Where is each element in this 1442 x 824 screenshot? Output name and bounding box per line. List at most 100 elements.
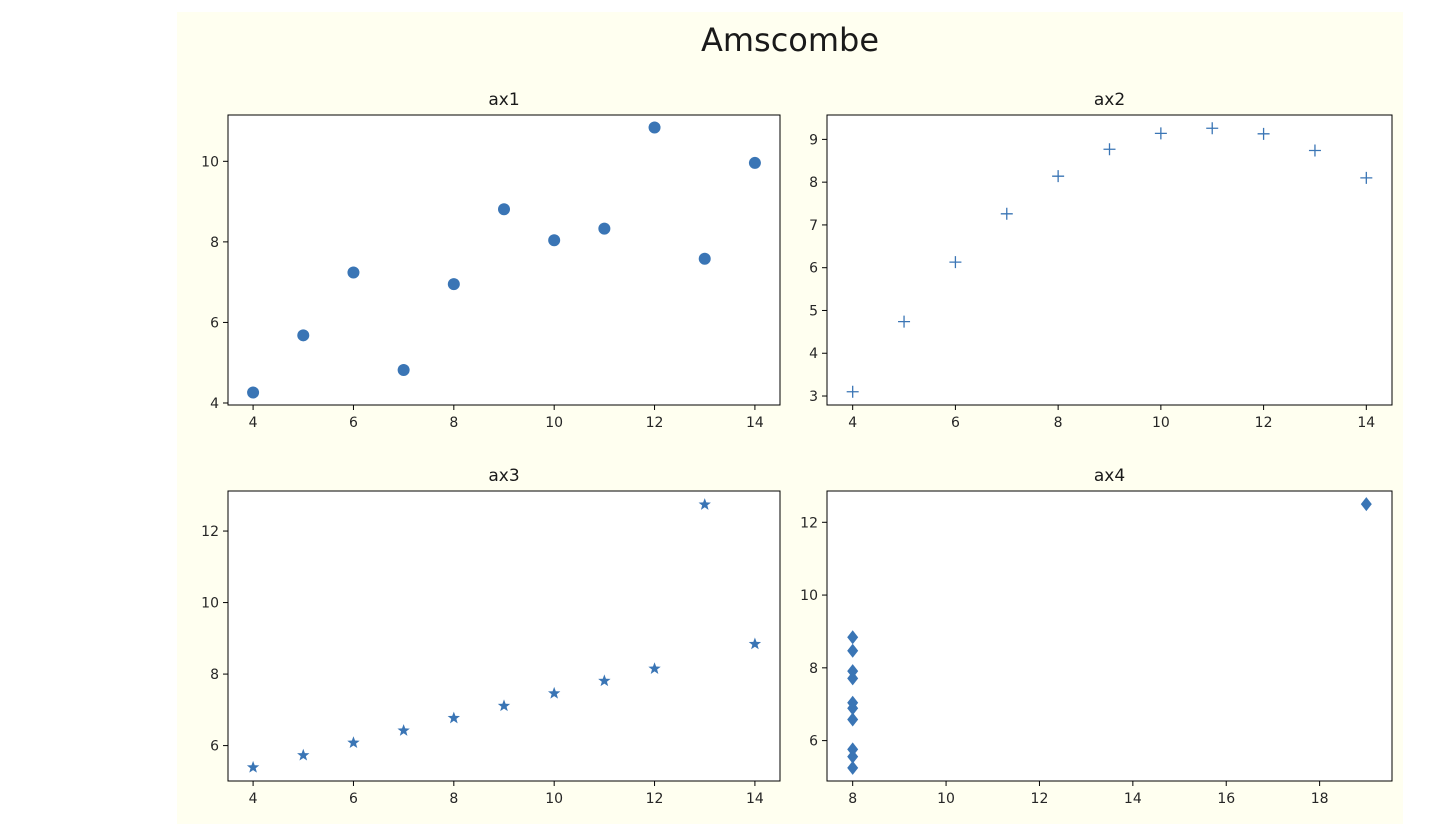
x-tick-label: 4 [249, 415, 258, 431]
data-point [949, 256, 962, 269]
data-point [847, 749, 859, 764]
x-tick-label: 14 [746, 791, 764, 807]
data-point [598, 674, 611, 687]
x-tick-label: 14 [746, 415, 764, 431]
plot-area [228, 491, 780, 781]
axes-frame [826, 490, 1393, 782]
data-point [1206, 122, 1219, 135]
data-point [847, 643, 859, 658]
data-point [1360, 497, 1372, 512]
data-point [497, 699, 511, 712]
y-tick-label: 8 [210, 667, 219, 683]
x-tick-label: 14 [1357, 415, 1375, 431]
data-point [748, 156, 761, 169]
data-point [247, 386, 260, 399]
x-tick-label: 12 [646, 415, 664, 431]
x-tick-label: 10 [1152, 415, 1170, 431]
data-point [297, 748, 310, 761]
data-point [847, 742, 859, 757]
y-tick-label: 4 [210, 396, 219, 412]
axes-title: ax3 [488, 466, 519, 486]
y-tick-label: 10 [800, 588, 818, 604]
axes-title: ax2 [1094, 90, 1125, 110]
data-point [1052, 170, 1065, 183]
data-point [447, 278, 460, 291]
data-point [648, 121, 661, 134]
axes-ax2: ax2 4 6 8 10 12 14 3 4 5 6 7 8 9 [809, 90, 1393, 431]
data-point [548, 686, 561, 699]
x-tick-label: 6 [349, 415, 358, 431]
data-point [447, 711, 460, 724]
plot-area [228, 115, 780, 405]
axes-title: ax4 [1094, 466, 1125, 486]
data-point [847, 671, 859, 686]
data-point [397, 724, 410, 736]
anscombe-figure: Amscombe ax1 4 6 8 10 12 14 4 6 8 10 ax2 4 6 8 10 12 14 3 4… [201, 21, 1393, 807]
x-tick-label: 18 [1311, 791, 1329, 807]
data-point [1000, 207, 1013, 220]
x-tick-label: 16 [1217, 791, 1235, 807]
x-tick-label: 12 [1031, 791, 1049, 807]
x-tick-label: 4 [848, 415, 857, 431]
data-point [698, 498, 711, 510]
axes-frame [826, 114, 1393, 406]
y-tick-label: 4 [809, 346, 818, 362]
y-tick-label: 10 [201, 154, 219, 170]
data-point [846, 385, 859, 398]
y-tick-label: 5 [809, 303, 818, 319]
data-point [1257, 127, 1270, 140]
x-tick-label: 10 [545, 415, 563, 431]
plot-area [827, 115, 1392, 405]
x-tick-label: 8 [449, 791, 458, 807]
data-point [698, 252, 711, 265]
y-tick-label: 12 [201, 524, 219, 540]
axes-ax4: ax4 8 10 12 14 16 18 6 8 10 12 [800, 466, 1393, 807]
x-tick-label: 4 [249, 791, 258, 807]
data-point [498, 203, 510, 216]
y-tick-label: 8 [210, 235, 219, 251]
data-point [648, 662, 661, 674]
data-point [548, 234, 561, 247]
y-tick-label: 8 [809, 661, 818, 677]
x-tick-label: 10 [545, 791, 563, 807]
x-tick-label: 8 [449, 415, 458, 431]
x-tick-label: 6 [349, 791, 358, 807]
axes-frame [227, 490, 781, 782]
data-point [1154, 127, 1167, 140]
figure-title: Amscombe [701, 21, 879, 59]
y-tick-label: 6 [809, 261, 818, 277]
data-point [847, 695, 859, 710]
data-point [1103, 143, 1116, 156]
x-tick-label: 8 [1054, 415, 1063, 431]
data-point [347, 736, 360, 748]
y-tick-label: 10 [201, 596, 219, 612]
data-point [347, 266, 360, 279]
x-tick-label: 14 [1124, 791, 1142, 807]
data-point [847, 712, 859, 727]
data-point [1360, 171, 1373, 184]
y-tick-label: 6 [809, 734, 818, 750]
x-tick-label: 8 [848, 791, 857, 807]
y-tick-label: 8 [809, 175, 818, 191]
axes-layer: ax1 4 6 8 10 12 14 4 6 8 10 ax2 4 6 8 10 12 14 3 4 5 6 7 8 9 ax3 4… [201, 90, 1393, 807]
y-tick-label: 6 [210, 315, 219, 331]
data-point [847, 664, 859, 679]
y-tick-label: 7 [809, 218, 818, 234]
axes-ax3: ax3 4 6 8 10 12 14 6 8 10 12 [201, 466, 781, 807]
figure: Amscombe ax1 4 6 8 10 12 14 4 6 8 10 ax2 4 6 8 10 12 14 3 4… [177, 12, 1403, 824]
axes-ax1: ax1 4 6 8 10 12 14 4 6 8 10 [201, 90, 781, 431]
x-tick-label: 10 [937, 791, 955, 807]
data-point [847, 630, 859, 645]
y-tick-label: 3 [809, 389, 818, 405]
data-point [898, 315, 911, 328]
data-point [297, 329, 310, 342]
data-point [748, 637, 762, 650]
data-point [1308, 144, 1321, 157]
y-tick-label: 6 [210, 739, 219, 755]
x-tick-label: 12 [1255, 415, 1273, 431]
data-point [847, 760, 859, 775]
data-point [397, 363, 410, 376]
x-tick-label: 12 [646, 791, 664, 807]
data-point [246, 760, 260, 773]
axes-title: ax1 [488, 90, 519, 110]
